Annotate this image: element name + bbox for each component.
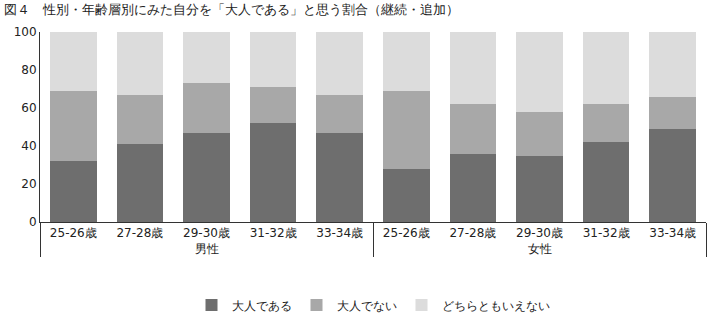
svg-text:40: 40 bbox=[21, 139, 36, 153]
svg-text:図４ 性別・年齢層別にみた自分を「大人である」と思う割合（継: 図４ 性別・年齢層別にみた自分を「大人である」と思う割合（継続・追加） bbox=[4, 2, 459, 17]
svg-text:25-26歳: 25-26歳 bbox=[383, 226, 430, 240]
svg-text:25-26歳: 25-26歳 bbox=[50, 226, 97, 240]
svg-text:女性: 女性 bbox=[528, 242, 552, 256]
svg-text:60: 60 bbox=[21, 101, 36, 115]
svg-text:33-34歳: 33-34歳 bbox=[316, 226, 363, 240]
svg-text:大人でない: 大人でない bbox=[337, 299, 397, 313]
svg-text:男性: 男性 bbox=[195, 242, 219, 256]
svg-text:100: 100 bbox=[14, 25, 37, 39]
svg-text:29-30歳: 29-30歳 bbox=[516, 226, 563, 240]
svg-text:29-30歳: 29-30歳 bbox=[183, 226, 230, 240]
svg-text:どちらともいえない: どちらともいえない bbox=[442, 299, 550, 313]
svg-text:20: 20 bbox=[21, 177, 36, 191]
svg-text:31-32歳: 31-32歳 bbox=[583, 226, 630, 240]
svg-text:27-28歳: 27-28歳 bbox=[116, 226, 163, 240]
svg-text:33-34歳: 33-34歳 bbox=[649, 226, 696, 240]
svg-text:80: 80 bbox=[21, 63, 36, 77]
svg-text:0: 0 bbox=[29, 215, 37, 229]
svg-text:31-32歳: 31-32歳 bbox=[250, 226, 297, 240]
svg-text:大人である: 大人である bbox=[232, 299, 292, 313]
svg-text:27-28歳: 27-28歳 bbox=[449, 226, 496, 240]
